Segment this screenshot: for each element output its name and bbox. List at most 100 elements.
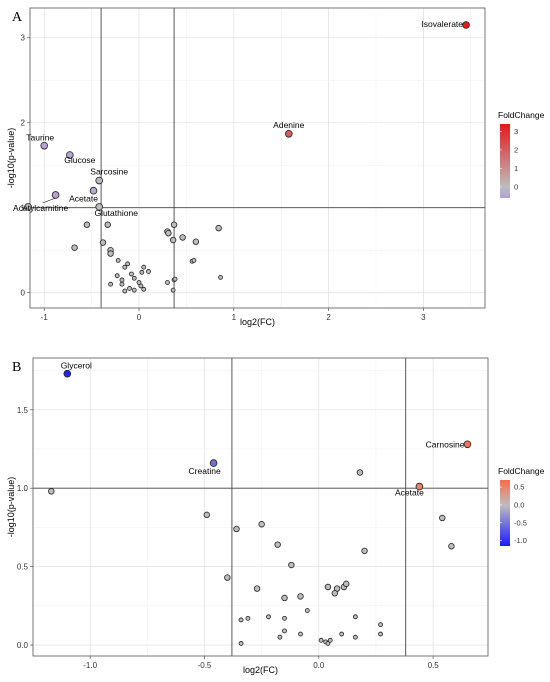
x-tick-label: -1: [41, 313, 49, 322]
legend-tick-label: 0.0: [514, 500, 524, 509]
data-point: [258, 521, 265, 528]
legend-tick-label: -1.0: [514, 536, 527, 545]
data-point: [165, 230, 172, 237]
legend-colorbar: [500, 124, 510, 198]
y-tick-label: 1: [21, 204, 26, 213]
data-point: [318, 637, 324, 643]
data-point: [89, 186, 98, 195]
data-point: [203, 511, 210, 519]
point-labels: Glycerol Creatine Carnosine Acetate: [61, 361, 465, 498]
data-point: [209, 459, 218, 467]
point-labels: Isovalerate Adenine Taurine Glucose Sarcosin…: [13, 19, 463, 218]
data-point: [24, 203, 32, 211]
point-label: Adenine: [273, 120, 304, 130]
data-point: [304, 608, 310, 613]
data-point: [139, 269, 145, 275]
data-point: [378, 631, 383, 637]
legend-colorbar: [500, 480, 510, 546]
data-point: [297, 593, 304, 600]
data-point: [48, 488, 55, 495]
data-point: [95, 176, 103, 185]
data-point: [131, 287, 137, 293]
data-point: [331, 590, 339, 597]
data-point: [104, 221, 111, 228]
data-point: [463, 440, 472, 449]
data-point: [284, 129, 293, 138]
label-leader: [42, 197, 56, 204]
data-point: [288, 561, 295, 569]
data-point: [282, 628, 287, 634]
data-point: [136, 280, 142, 285]
data-point: [238, 617, 244, 623]
data-point: [131, 275, 137, 281]
point-label: Taurine: [26, 133, 54, 143]
data-point: [66, 151, 74, 159]
points: [24, 21, 470, 294]
panel-a: A-1 0 1 2 30123log2(FC)-log10(p-value)Isoval…: [6, 7, 545, 327]
data-point: [141, 264, 147, 270]
data-point: [281, 594, 288, 602]
plot-background: [33, 358, 488, 656]
x-tick-label: 1: [232, 313, 237, 322]
data-point: [462, 21, 470, 29]
data-point: [170, 287, 176, 293]
data-point: [146, 269, 151, 274]
y-tick-label: 1.0: [17, 484, 29, 493]
point-label: Acetate: [69, 194, 98, 204]
data-point: [277, 634, 283, 640]
data-point: [141, 286, 147, 292]
data-point: [298, 631, 303, 637]
data-point: [191, 258, 197, 263]
panel-letter: A: [12, 10, 23, 25]
panel-b: B -1.0 -0.5 0.0 0.5 0.0 0.5 1.0 1.5 log2(FC) -log1…: [6, 357, 545, 675]
data-point: [99, 239, 107, 246]
point-label: Acetate: [395, 488, 424, 498]
data-point: [356, 469, 364, 476]
legend-tick-label: 0.5: [514, 483, 524, 492]
data-point: [170, 221, 178, 228]
data-point: [63, 369, 72, 378]
data-point: [352, 614, 358, 620]
data-point: [415, 482, 424, 491]
data-point: [129, 271, 134, 277]
data-point: [115, 258, 121, 263]
data-point: [107, 250, 114, 257]
data-point: [448, 543, 455, 550]
data-point: [339, 631, 345, 637]
data-point: [224, 574, 231, 581]
data-point: [51, 191, 60, 199]
data-point: [172, 276, 178, 282]
data-point: [192, 238, 200, 245]
y-axis-title: -log10(p-value): [6, 128, 16, 189]
legend-tick-label: 0: [514, 182, 518, 191]
data-point: [327, 637, 333, 643]
legend-tick-label: 1: [514, 164, 518, 173]
x-tick-label: 3: [421, 313, 426, 322]
point-label: Sarcosine: [90, 167, 128, 177]
data-point: [238, 641, 244, 646]
data-point: [119, 281, 125, 287]
data-point: [325, 641, 331, 646]
point-label: Glutathione: [94, 208, 138, 218]
data-point: [361, 547, 368, 555]
data-point: [245, 615, 251, 621]
data-point: [95, 203, 103, 211]
point-label: Glucose: [64, 155, 95, 165]
data-point: [274, 541, 281, 548]
data-point: [71, 244, 78, 251]
x-tick-label: 0.0: [313, 661, 325, 670]
data-point: [378, 622, 383, 628]
data-point: [233, 525, 240, 533]
data-point: [125, 261, 131, 267]
data-point: [165, 280, 170, 285]
data-point: [114, 273, 120, 279]
points: [48, 369, 472, 646]
plot-frame: [32, 357, 489, 657]
data-point: [266, 614, 271, 620]
x-tick-label: 0: [137, 313, 142, 322]
grid: [32, 358, 488, 656]
y-tick-label: 2: [21, 119, 26, 128]
legend-tick-label: -0.5: [514, 518, 527, 527]
data-point: [83, 221, 91, 228]
